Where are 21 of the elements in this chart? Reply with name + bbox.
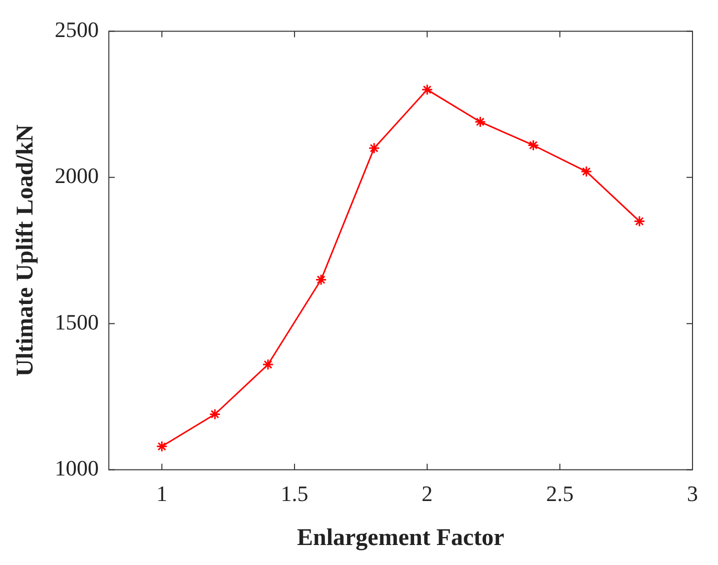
- point: [528, 139, 540, 151]
- y-axis-title: Ultimate Uplift Load/kN: [12, 124, 39, 376]
- x-tick-label: 1.5: [280, 480, 308, 506]
- point: [209, 408, 221, 420]
- point: [580, 166, 592, 178]
- point: [315, 274, 327, 286]
- x-axis-title: Enlargement Factor: [297, 524, 505, 551]
- point: [634, 216, 646, 228]
- y-tick-label: 1000: [54, 456, 99, 481]
- point: [474, 116, 486, 128]
- y-tick-label: 1500: [54, 309, 99, 334]
- y-tick-label: 2000: [54, 163, 99, 188]
- x-tick-label: 2.5: [546, 480, 574, 506]
- x-tick-label: 3: [687, 480, 698, 506]
- point: [262, 358, 274, 370]
- x-tick-label: 1: [156, 480, 168, 506]
- point: [156, 440, 168, 452]
- x-tick-label: 2: [422, 480, 433, 506]
- point: [421, 84, 433, 96]
- point: [368, 142, 380, 154]
- y-tick-label: 2500: [54, 16, 99, 42]
